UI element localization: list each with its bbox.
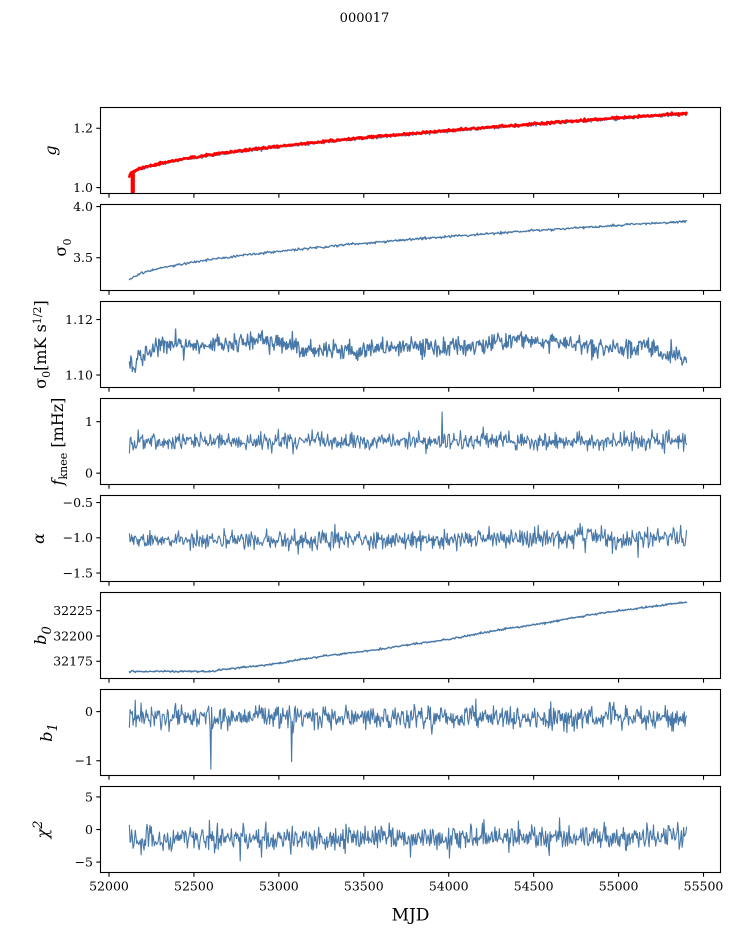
x-tick-label: 55500 bbox=[684, 879, 724, 894]
panel-alpha: −0.5 −1.0 −1.5 α bbox=[29, 494, 722, 586]
y-tick-label: −1.0 bbox=[63, 530, 93, 545]
panel-background bbox=[100, 204, 721, 291]
y-axis-label: g bbox=[41, 145, 60, 155]
panel-frame bbox=[99, 397, 722, 486]
x-tick-label: 55000 bbox=[599, 879, 639, 894]
figure-title: 000017 bbox=[340, 11, 390, 26]
panel-background bbox=[100, 592, 721, 679]
panel-sigma0-mk: 1.10 1.12 σ0[mK s1/2] bbox=[31, 300, 722, 392]
y-tick-label: −1.5 bbox=[63, 565, 93, 580]
y-axis-label: σ0 bbox=[51, 239, 74, 257]
panel-f-knee: 0 1 fknee [mHz] bbox=[48, 397, 722, 489]
series-b1-data bbox=[128, 698, 688, 770]
x-axis-label: MJD bbox=[392, 906, 430, 926]
y-axis-label: α bbox=[29, 533, 48, 544]
panel-frame bbox=[99, 106, 722, 195]
series-gain-model-fit bbox=[128, 111, 688, 178]
panel-gain: 1.0 1.2 g bbox=[41, 106, 722, 198]
panel-background bbox=[100, 107, 721, 194]
y-tick-label: 1.0 bbox=[73, 180, 93, 195]
series-sigma0-du-data bbox=[128, 220, 688, 281]
panel-b0: 32175 32200 32225 b0 bbox=[31, 591, 722, 683]
y-tick-label: 32175 bbox=[53, 654, 93, 669]
x-tick-label: 53500 bbox=[344, 879, 384, 894]
panels-root: 1.0 1.2 g 3.5 4.0 σ0 1.10 1.12 σ0[mK s1/2] 0 1 fkne… bbox=[29, 106, 724, 894]
x-tick-label: 52500 bbox=[174, 879, 214, 894]
panel-b1: −1 0 b1 bbox=[37, 688, 722, 780]
x-tick-label: 54000 bbox=[429, 879, 469, 894]
y-tick-label: 4.0 bbox=[73, 199, 93, 214]
panel-frame bbox=[99, 494, 722, 583]
y-axis-label: σ0[mK s1/2] bbox=[31, 300, 53, 389]
y-tick-label: 0 bbox=[85, 466, 93, 481]
y-tick-label: −1 bbox=[75, 753, 93, 768]
y-tick-label: 5 bbox=[85, 789, 93, 804]
series-sigma0-mk-data bbox=[128, 328, 688, 373]
series-f-knee-data bbox=[128, 411, 688, 455]
y-tick-label: 1.10 bbox=[65, 367, 93, 382]
y-tick-label: −5 bbox=[75, 854, 93, 869]
y-tick-label: 0 bbox=[85, 822, 93, 837]
y-tick-label: 0 bbox=[85, 704, 93, 719]
y-tick-label: 32225 bbox=[53, 603, 93, 618]
panel-frame bbox=[99, 688, 722, 777]
panel-sigma0-du: 3.5 4.0 σ0 bbox=[51, 199, 722, 295]
x-tick-label: 53000 bbox=[259, 879, 299, 894]
x-tick-label: 54500 bbox=[514, 879, 554, 894]
panel-chi2: −5 0 5 52000 52500 53000 53500 54000 54500 55000 5… bbox=[31, 785, 724, 894]
y-tick-label: 1 bbox=[85, 414, 93, 429]
panel-background bbox=[100, 689, 721, 776]
y-axis-label: fknee [mHz] bbox=[48, 398, 70, 487]
y-axis-label: χ2 bbox=[31, 821, 52, 840]
x-tick-label: 52000 bbox=[89, 879, 129, 894]
y-tick-label: 32200 bbox=[53, 628, 93, 643]
series-b0-data bbox=[128, 601, 688, 674]
y-tick-label: 1.2 bbox=[73, 121, 93, 136]
y-tick-label: −0.5 bbox=[63, 495, 93, 510]
y-tick-label: 3.5 bbox=[73, 250, 93, 265]
y-tick-label: 1.12 bbox=[65, 312, 93, 327]
panel-background bbox=[100, 786, 721, 873]
series-chi2-data bbox=[128, 817, 688, 862]
panel-frame bbox=[99, 203, 722, 292]
series-alpha-data bbox=[128, 522, 688, 558]
y-axis-label: b0 bbox=[31, 626, 55, 645]
y-axis-label: b1 bbox=[37, 723, 61, 742]
panel-frame bbox=[99, 300, 722, 389]
